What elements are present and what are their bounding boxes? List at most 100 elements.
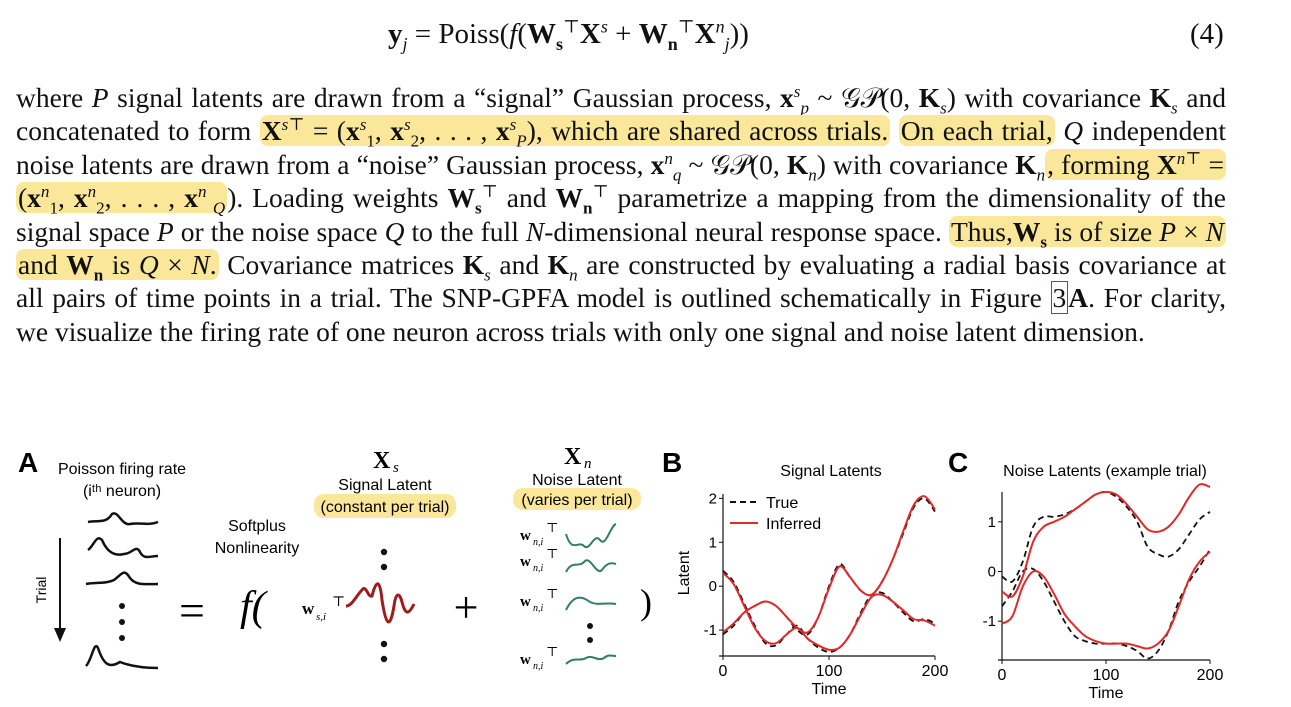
ellipsis-dot [380, 548, 388, 556]
math-sup: s [403, 115, 411, 135]
math-sup: s [793, 81, 801, 101]
math-sup: n [1176, 148, 1186, 168]
math-sup: n [87, 182, 97, 202]
x-axis-label: Time [1089, 685, 1124, 702]
noise-row-3: w n,i ⊤ [520, 586, 617, 614]
series-line-2 [722, 497, 936, 636]
ellipsis-dot [587, 623, 593, 629]
math-K: K [918, 82, 941, 113]
figure-ref-panel: A [1068, 282, 1089, 314]
math-gp: 𝒢𝒫(0, [710, 148, 787, 180]
ellipsis-dot [587, 637, 593, 643]
eq-f: f [509, 18, 518, 50]
math-P: P [1159, 215, 1177, 247]
math-sup: s [281, 115, 289, 135]
chart-title: Signal Latents [780, 463, 881, 480]
text: are constructed by evaluating a radial b… [16, 249, 1226, 314]
math-X: X [261, 115, 282, 147]
x-tick-label: 100 [816, 663, 843, 680]
text: ) with covariance [946, 82, 1150, 113]
figure-ref-link[interactable]: 3 [1050, 281, 1069, 315]
math-sub: s [1171, 98, 1178, 118]
ellipsis-dot [380, 640, 388, 648]
eq-xs-sup: s [600, 16, 608, 37]
math-sub: s [940, 98, 947, 118]
y-tick-label: 1 [709, 534, 717, 551]
math-P: P [91, 82, 109, 113]
y-tick-label: 2 [709, 490, 717, 507]
firing-trace-1 [87, 512, 159, 526]
text: -dimensional neural response space. [544, 215, 949, 247]
math-W: W [1012, 215, 1041, 247]
series-line-4 [722, 495, 936, 634]
weight-noise-transpose: ⊤ [546, 546, 558, 561]
equation-4: yj = Poiss(f(Ws⊤Xs + Wn⊤Xnj)) (4) [0, 16, 1291, 58]
eq-ws-sub: s [556, 33, 564, 54]
math-P: P [156, 215, 174, 247]
weight-noise-sub: n,i [533, 563, 544, 574]
noise-latent-trace-2 [565, 559, 617, 573]
math-sub: s [484, 265, 491, 285]
math-sub: 1 [366, 131, 375, 151]
math-N: N [1205, 215, 1225, 247]
math-T: ⊤ [592, 182, 609, 202]
math-sub: 2 [96, 198, 105, 218]
text: ~ [681, 148, 711, 180]
math-K: K [1149, 82, 1172, 113]
eq-transpose-2: ⊤ [677, 16, 695, 37]
eq-j: j [402, 33, 408, 54]
x-axis-label: Time [812, 681, 847, 698]
text: and [18, 249, 67, 281]
softplus-f: f( [240, 584, 269, 630]
text: and [490, 249, 548, 281]
weight-signal-sub: s,i [316, 611, 326, 623]
panel-b-label: B [662, 447, 682, 478]
text: where [16, 82, 92, 113]
nonlinearity-label-1: Softplus [228, 518, 286, 535]
noise-symbol: X [564, 444, 582, 470]
math-T: ⊤ [288, 115, 305, 135]
math-Q: Q [138, 249, 159, 281]
math-sub: 2 [410, 131, 420, 151]
highlight-size-ws: Thus,Ws is of size P × N [948, 215, 1227, 250]
text: Covariance matrices [218, 249, 463, 281]
panel-a-label: A [18, 447, 38, 478]
y-tick-label: 1 [988, 514, 996, 531]
text: independent noise latents are drawn from… [16, 115, 1227, 180]
eq-poiss: = Poiss( [414, 18, 510, 50]
weight-signal: w [302, 599, 315, 618]
text: , . . . , [104, 182, 185, 214]
highlight-shared: Xs⊤ = (xs1, xs2, . . . , xsP), which are… [259, 115, 891, 151]
math-sub: p [800, 98, 809, 118]
text: = ( [18, 148, 1224, 214]
math-sub: s [1040, 232, 1047, 252]
math-sup: n [664, 148, 673, 168]
figure-3: A Poisson firing rate (iᵗʰ neuron) Trial… [18, 444, 1223, 702]
text: = ( [304, 115, 346, 147]
trial-axis-label: Trial [33, 577, 49, 604]
text: and concatenated to form [16, 82, 1226, 147]
text: Thus, [950, 215, 1013, 247]
text: ). Loading weights [227, 182, 448, 214]
noise-row-4: w n,i ⊤ [520, 644, 617, 672]
firing-trace-3 [85, 571, 159, 586]
math-K: K [1015, 148, 1037, 180]
panel-b-chart: B Signal Latents 0 100 200 -1 0 1 2 Time Latent Tr… [662, 447, 948, 698]
equation-number: (4) [1190, 18, 1224, 50]
noise-title: Noise Latent [532, 472, 622, 489]
firing-trace-4 [85, 644, 159, 670]
math-sub: s [475, 198, 482, 218]
math-W: W [555, 182, 583, 214]
text: ), which are shared across trials. [526, 115, 889, 147]
text: or the noise space [173, 215, 385, 247]
text: × [158, 249, 192, 281]
text: ) with covariance [816, 148, 1016, 180]
math-gp: 𝒢𝒫(0, [840, 82, 919, 113]
signal-symbol: X [373, 448, 391, 474]
eq-xn: X [694, 18, 716, 50]
eq-wn-sub: n [667, 33, 678, 54]
equals-sign: = [179, 585, 205, 636]
math-K: K [462, 249, 485, 281]
nonlinearity-label-2: Nonlinearity [215, 540, 299, 557]
ellipsis-dot [380, 655, 388, 663]
